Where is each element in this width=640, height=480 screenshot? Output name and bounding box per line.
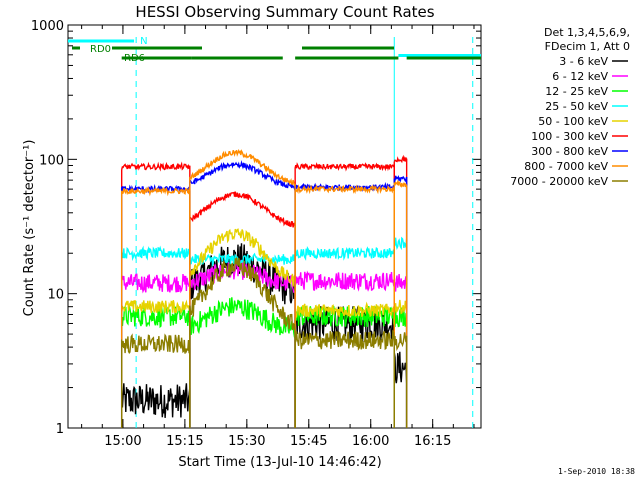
series-line (393, 236, 408, 251)
series-line (294, 184, 395, 195)
series-line (121, 333, 191, 355)
legend-label: 3 - 6 keV (559, 55, 608, 68)
series-line (189, 297, 296, 339)
series-line (189, 191, 296, 228)
series-line (189, 257, 296, 335)
series-line (121, 383, 191, 418)
x-tick-label: 15:30 (228, 434, 265, 449)
x-tick-label: 15:15 (166, 434, 203, 449)
legend-label: 7000 - 20000 keV (510, 175, 608, 188)
series-line (189, 228, 296, 287)
y-axis-label: Count Rate (s⁻¹ detector⁻¹) (22, 140, 37, 317)
flag-label-rd0: RD0 (90, 44, 111, 55)
x-tick-label: 16:00 (352, 434, 389, 449)
footer-timestamp: 1-Sep-2010 18:38 (558, 467, 635, 476)
legend-label: 300 - 800 keV (531, 145, 608, 158)
series-line (393, 154, 408, 164)
series-line (393, 351, 408, 385)
legend-label: 12 - 25 keV (545, 85, 608, 98)
x-axis-label: Start Time (13-Jul-10 14:46:42) (178, 455, 381, 470)
series-line (294, 329, 395, 351)
legend-header-2: FDecim 1, Att 0 (545, 40, 630, 53)
legend-label: 800 - 7000 keV (524, 160, 608, 173)
series-line (121, 245, 191, 262)
series-line (393, 179, 408, 188)
series-line (121, 273, 191, 294)
series-line (121, 299, 191, 315)
legend: Det 1,3,4,5,6,9, FDecim 1, Att 0 3 - 6 k… (510, 26, 630, 188)
series-line (393, 175, 408, 183)
y-tick-label: 1 (56, 422, 64, 437)
legend-label: 25 - 50 keV (545, 100, 608, 113)
x-tick-label: 16:15 (414, 434, 451, 449)
legend-label: 6 - 12 keV (552, 70, 608, 83)
series-line (294, 301, 395, 319)
x-tick-label: 15:45 (290, 434, 327, 449)
series-line (294, 270, 395, 292)
series-line (189, 160, 296, 192)
x-tick-label: 15:00 (104, 434, 141, 449)
series-line (294, 245, 395, 261)
series-group (120, 257, 408, 428)
chart-title: HESSI Observing Summary Count Rates (135, 3, 434, 21)
series-line (394, 332, 408, 352)
series-line (189, 148, 296, 187)
legend-label: 50 - 100 keV (538, 115, 608, 128)
y-tick-label: 1000 (31, 19, 64, 34)
legend-label: 100 - 300 keV (531, 130, 608, 143)
plot-area: 1 10 100 1000 15:00 15:15 15:30 15:45 16:00 16:15… (31, 19, 482, 449)
legend-header-1: Det 1,3,4,5,6,9, (544, 26, 630, 39)
flag-label-n: N (140, 36, 147, 47)
plot-frame (67, 24, 482, 429)
series-line (393, 273, 408, 292)
series-line (294, 161, 395, 172)
y-tick-label: 10 (47, 288, 64, 303)
series-line (189, 252, 296, 268)
flag-label-rd6: RD6 (124, 53, 145, 64)
series-line (121, 161, 191, 172)
y-tick-label: 100 (39, 153, 64, 168)
series-line (121, 186, 191, 197)
series-line (393, 299, 408, 315)
